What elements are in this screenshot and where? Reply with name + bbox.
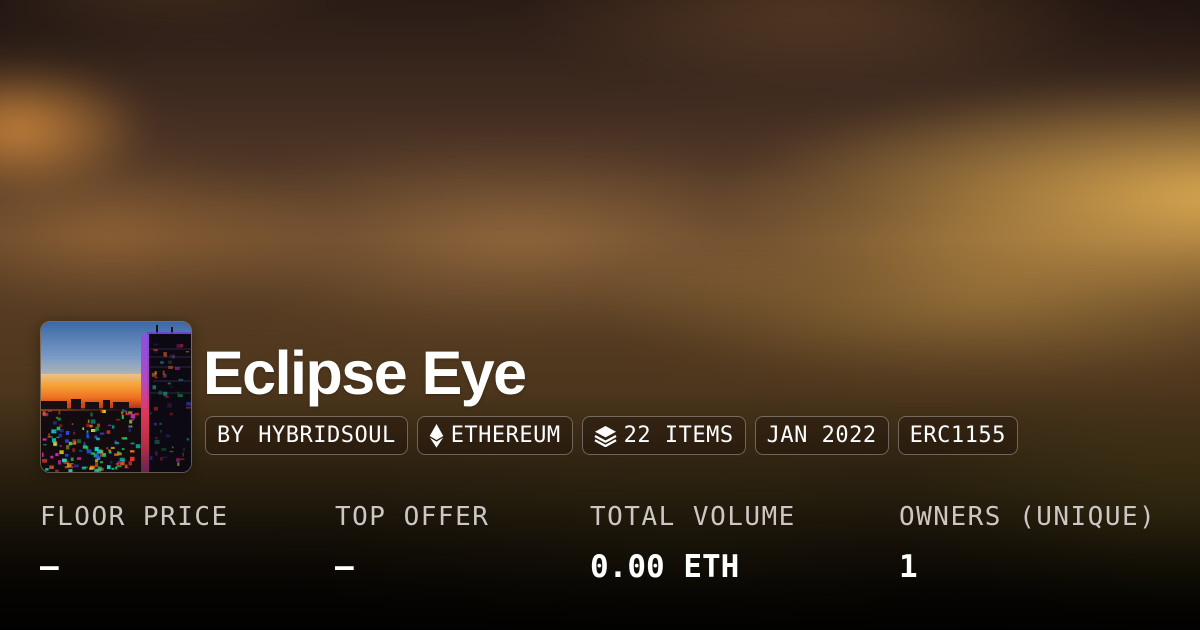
stat-floor-price: FLOOR PRICE — (40, 502, 335, 586)
stat-owners: OWNERS (UNIQUE) 1 (899, 502, 1160, 586)
stat-value: — (40, 549, 59, 585)
badge-items-label: 22 ITEMS (623, 423, 734, 448)
stat-label: OWNERS (UNIQUE) (899, 502, 1157, 532)
stat-value: 1 (899, 549, 918, 585)
collection-title: Eclipse Eye (203, 339, 527, 407)
ethereum-icon (429, 423, 444, 448)
stat-value: — (335, 549, 354, 585)
badge-token-standard-label: ERC1155 (909, 423, 1006, 448)
badge-row: BY HYBRIDSOUL ETHEREUM 22 ITEMS J (205, 416, 1018, 455)
thumbnail-art (41, 322, 191, 472)
stat-label: FLOOR PRICE (40, 502, 229, 532)
stat-top-offer: TOP OFFER — (335, 502, 590, 586)
stat-total-volume: TOTAL VOLUME 0.00 ETH (590, 502, 899, 586)
badge-chain[interactable]: ETHEREUM (416, 416, 573, 455)
badge-date-label: JAN 2022 (766, 423, 877, 448)
stat-value: 0.00 ETH (590, 549, 740, 585)
badge-creator-label: BY HYBRIDSOUL (217, 423, 396, 448)
badge-items[interactable]: 22 ITEMS (581, 416, 746, 455)
collection-thumbnail[interactable] (40, 321, 192, 473)
badge-token-standard[interactable]: ERC1155 (897, 416, 1018, 455)
badge-date[interactable]: JAN 2022 (754, 416, 889, 455)
layers-icon (594, 425, 617, 447)
stat-label: TOP OFFER (335, 502, 490, 532)
badge-creator[interactable]: BY HYBRIDSOUL (205, 416, 408, 455)
badge-chain-label: ETHEREUM (450, 423, 561, 448)
stats-row: FLOOR PRICE — TOP OFFER — TOTAL VOLUME 0… (40, 502, 1160, 586)
stat-label: TOTAL VOLUME (590, 502, 796, 532)
